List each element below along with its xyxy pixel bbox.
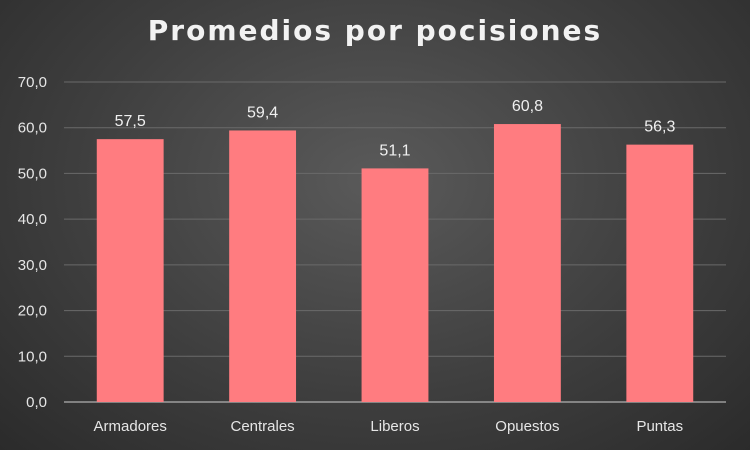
y-tick-label: 70,0 — [18, 74, 47, 91]
chart-title: Promedios por pocisiones — [147, 14, 603, 47]
bar — [96, 139, 164, 402]
bar — [229, 130, 297, 402]
data-label: 60,8 — [512, 98, 543, 115]
bar — [493, 124, 561, 403]
y-tick-label: 40,0 — [18, 211, 47, 228]
y-tick-label: 20,0 — [18, 303, 47, 320]
bar — [361, 168, 429, 402]
bar — [626, 144, 694, 402]
x-tick-label: Opuestos — [495, 418, 559, 435]
x-tick-label: Armadores — [94, 418, 167, 435]
data-label: 56,3 — [644, 119, 675, 136]
x-tick-label: Liberos — [370, 418, 419, 435]
data-label: 59,4 — [247, 104, 278, 121]
y-tick-label: 30,0 — [18, 257, 47, 274]
y-tick-label: 10,0 — [18, 348, 47, 365]
x-tick-label: Centrales — [230, 418, 294, 435]
x-tick-label: Puntas — [636, 418, 683, 435]
y-tick-label: 0,0 — [26, 394, 47, 411]
y-tick-label: 60,0 — [18, 120, 47, 137]
data-label: 57,5 — [115, 113, 146, 130]
y-tick-label: 50,0 — [18, 165, 47, 182]
data-label: 51,1 — [379, 142, 410, 159]
